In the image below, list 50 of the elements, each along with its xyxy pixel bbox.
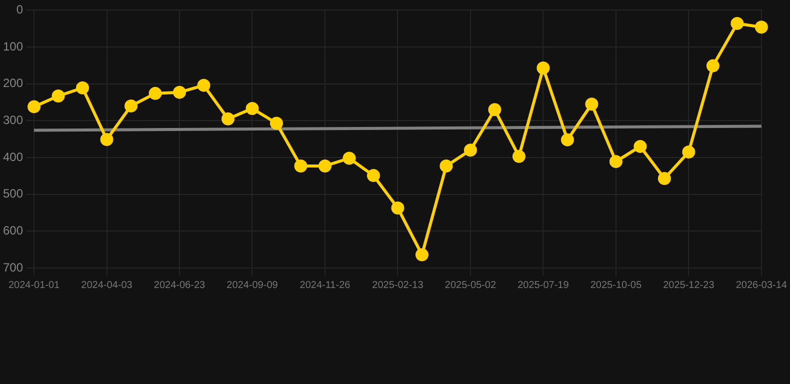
point [634,140,647,153]
point [682,145,696,158]
point [585,98,598,111]
point [415,248,428,262]
point [173,86,186,99]
point [270,116,283,130]
point [52,90,65,103]
point [536,62,550,75]
x-tick-label: 2025-02-13 [372,280,424,291]
point [440,159,453,172]
point [391,201,404,214]
point [148,86,162,100]
x-tick-label: 2024-01-01 [8,280,60,291]
y-tick-label: 200 [2,76,24,90]
point [124,99,138,112]
point [488,103,502,116]
point [658,172,671,186]
x-tick-label: 2026-03-14 [736,280,788,291]
point [706,59,720,72]
point [342,152,356,165]
y-tick-label: 0 [16,2,24,17]
point [197,78,210,92]
point [294,159,308,172]
x-tick-label: 2024-11-26 [300,280,351,291]
point [366,169,380,182]
point [318,159,332,172]
point [28,100,41,114]
x-tick-label: 2024-06-23 [154,280,206,291]
x-tick-label: 2025-07-19 [518,280,570,291]
x-tick-label: 2024-09-09 [226,280,278,291]
point [100,132,114,146]
y-tick-label: 300 [2,113,24,127]
x-tick-label: 2025-12-23 [663,280,715,291]
point [76,81,90,94]
y-tick-label: 100 [2,39,24,54]
y-tick-label: 600 [2,223,24,238]
x-tick-label: 2025-05-02 [444,280,496,291]
point [464,144,477,157]
y-tick-label: 500 [2,186,24,201]
y-tick-label: 400 [2,150,24,164]
x-tick-label: 2024-04-03 [81,280,133,291]
point [754,20,768,34]
point [512,150,526,163]
x-tick-label: 2025-10-05 [590,280,642,291]
point [246,102,259,116]
point [730,16,744,30]
point [560,133,574,146]
y-tick-label: 700 [2,260,24,274]
point [609,155,622,168]
point [221,112,234,126]
